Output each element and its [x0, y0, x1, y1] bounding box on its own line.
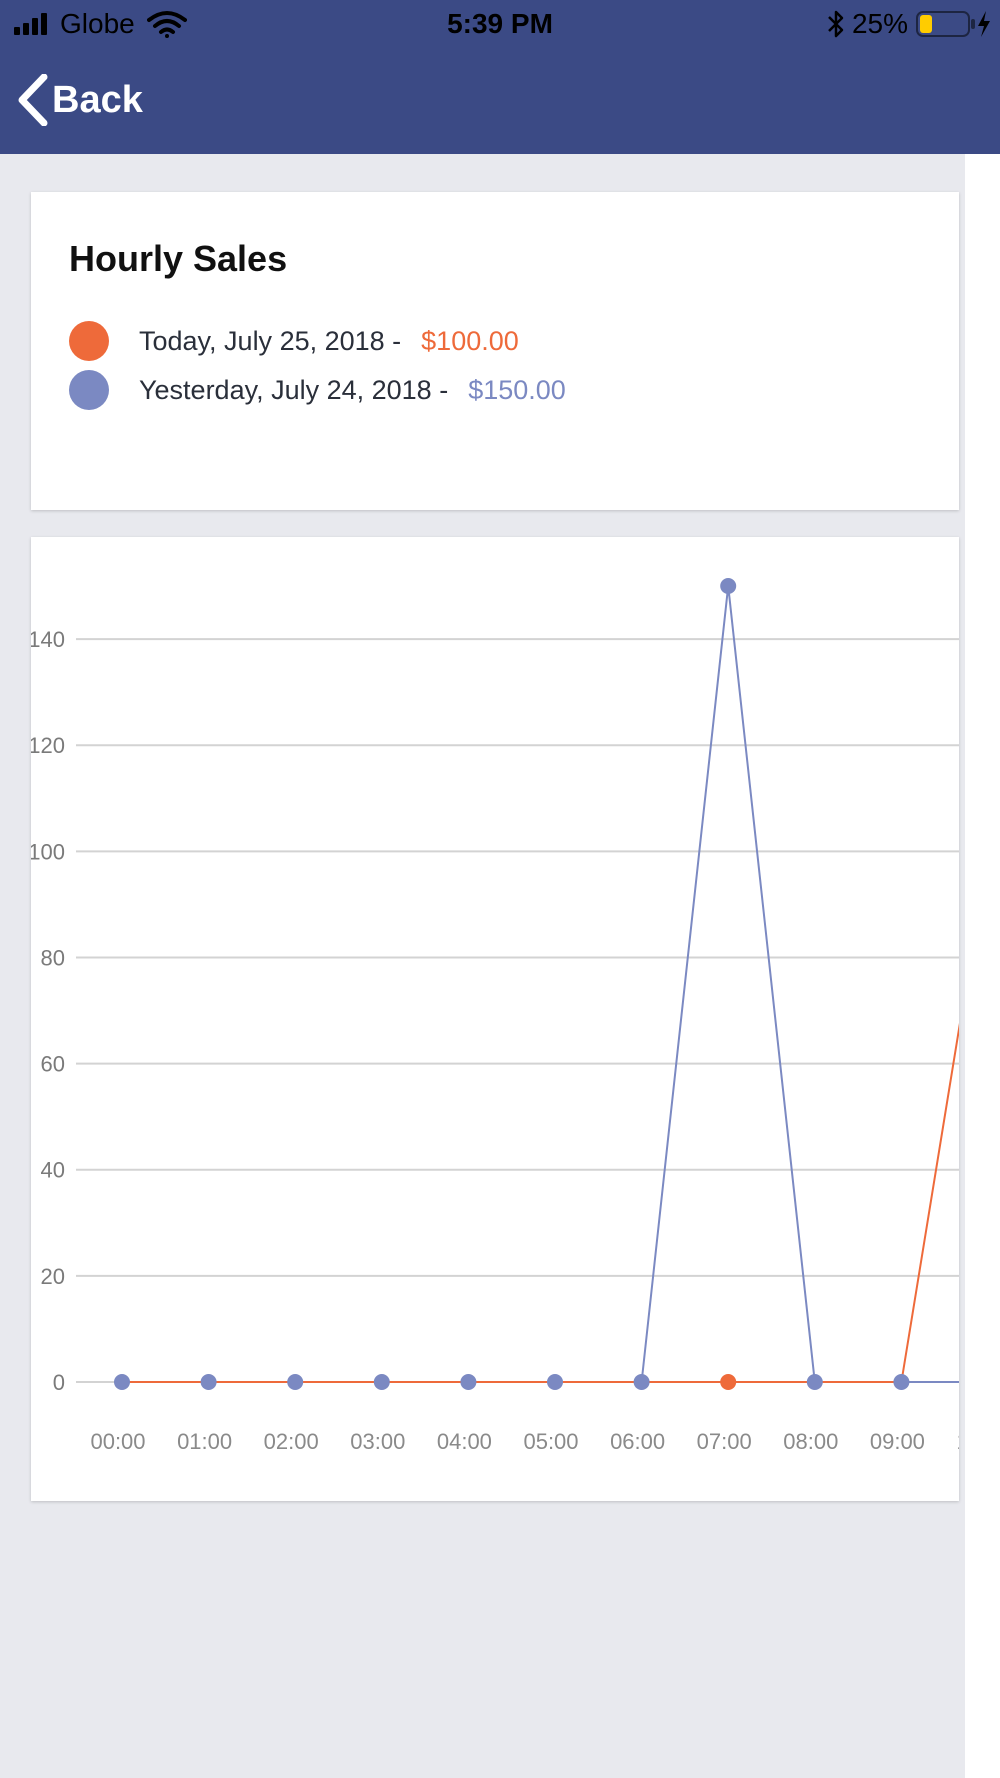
- legend-today-label: Today, July 25, 2018 -: [139, 325, 402, 356]
- data-point: [373, 1374, 390, 1390]
- x-tick-label: 02:00: [264, 1429, 319, 1454]
- y-tick-label: 100: [31, 839, 65, 864]
- back-label: Back: [52, 78, 143, 121]
- series-line: [122, 1022, 959, 1383]
- series-line: [122, 585, 959, 1383]
- y-tick-label: 0: [53, 1370, 65, 1395]
- x-tick-label: 00:00: [90, 1429, 145, 1454]
- legend-today: Today, July 25, 2018 - $100.00: [69, 321, 519, 361]
- summary-card: Hourly Sales Today, July 25, 2018 - $100…: [31, 192, 959, 510]
- y-tick-label: 20: [41, 1264, 65, 1289]
- x-tick-label: 03:00: [350, 1429, 405, 1454]
- data-point: [460, 1374, 477, 1390]
- data-point: [806, 1374, 823, 1390]
- battery-percent: 25%: [851, 8, 908, 39]
- x-tick-label: 06:00: [610, 1429, 665, 1454]
- chevron-left-icon: [18, 74, 48, 126]
- y-tick-label: 80: [41, 945, 65, 970]
- charging-icon: [978, 11, 990, 37]
- data-point: [114, 1374, 130, 1390]
- data-point: [633, 1374, 650, 1390]
- bluetooth-icon: [828, 10, 844, 38]
- x-tick-label: 07:00: [697, 1429, 752, 1454]
- data-point: [893, 1374, 910, 1390]
- data-point: [200, 1374, 217, 1390]
- legend-yesterday-label: Yesterday, July 24, 2018 -: [139, 374, 449, 405]
- y-tick-label: 60: [41, 1052, 65, 1077]
- legend-yesterday: Yesterday, July 24, 2018 - $150.00: [69, 370, 566, 410]
- carrier-name: Globe: [60, 8, 135, 39]
- legend-today-dot: [69, 321, 109, 361]
- carrier-group: Globe: [14, 8, 187, 40]
- data-point: [720, 578, 737, 594]
- y-tick-label: 40: [41, 1158, 65, 1183]
- chart-card: 0 20 40 60 80 100 120 140 00:00 01:00 02:00 03:00 04…: [31, 537, 959, 1501]
- back-button[interactable]: Back: [16, 72, 143, 128]
- x-tick-label: 08:00: [783, 1429, 838, 1454]
- status-right-group: 25%: [826, 8, 992, 40]
- hourly-sales-chart: 0 20 40 60 80 100 120 140 00:00 01:00 02:00 03:00 04…: [31, 578, 959, 1454]
- x-tick-label: 09:00: [870, 1429, 925, 1454]
- status-bar: Globe 5:39 PM 25%: [0, 0, 1000, 50]
- legend-yesterday-dot: [69, 370, 109, 410]
- y-tick-label: 120: [31, 733, 65, 758]
- y-tick-label: 140: [31, 627, 65, 652]
- legend-today-amount: $100.00: [421, 325, 519, 356]
- data-point: [720, 1374, 737, 1390]
- wifi-icon: [146, 11, 187, 38]
- page-edge: [965, 154, 1000, 1778]
- status-time: 5:39 PM: [447, 8, 553, 39]
- battery-icon: [916, 11, 975, 37]
- legend-yesterday-amount: $150.00: [468, 374, 566, 405]
- data-point: [287, 1374, 304, 1390]
- x-tick-label: 05:00: [523, 1429, 578, 1454]
- navigation-bar: Back: [0, 50, 1000, 154]
- data-point: [547, 1374, 563, 1390]
- x-tick-label: 04:00: [437, 1429, 492, 1454]
- x-tick-label: 01:00: [177, 1429, 232, 1454]
- summary-title: Hourly Sales: [69, 238, 288, 279]
- x-tick-label: 10:00: [956, 1429, 959, 1454]
- signal-icon: [14, 13, 47, 35]
